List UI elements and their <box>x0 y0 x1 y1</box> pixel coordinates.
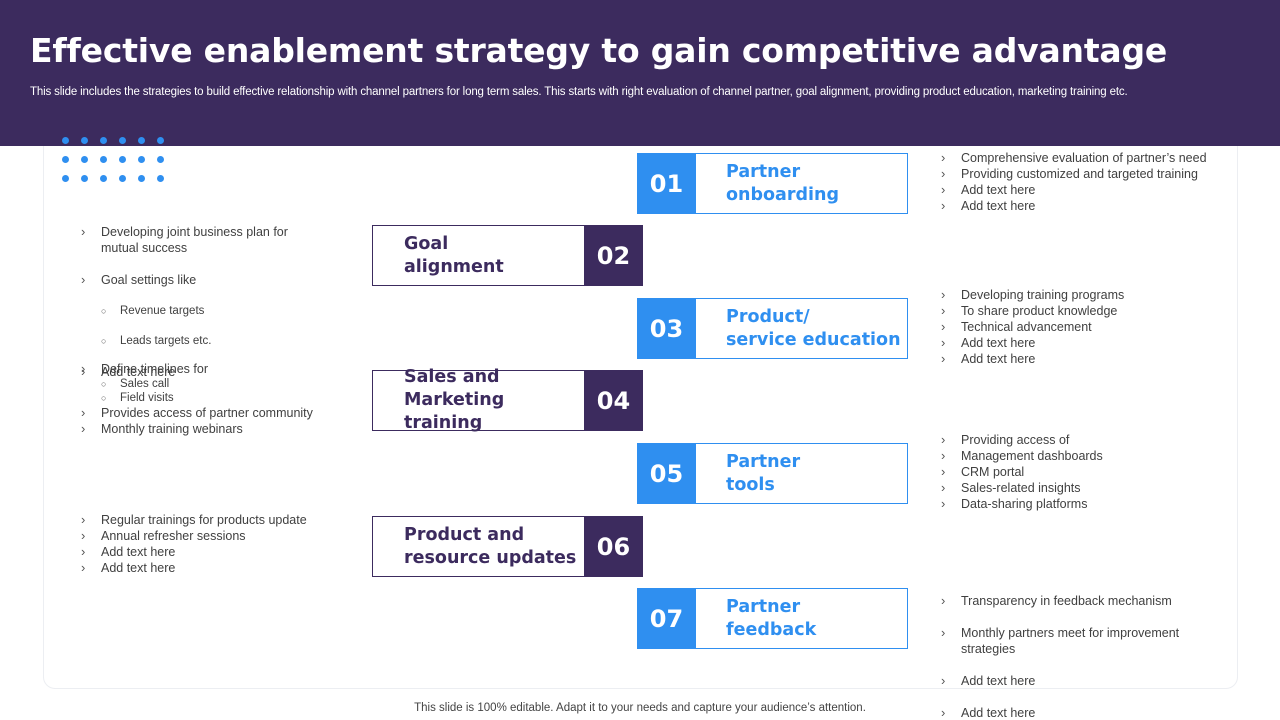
step-06[interactable]: Product and resource updates 06 <box>372 516 643 577</box>
step-number: 06 <box>584 516 643 577</box>
step-label: Partner tools <box>726 451 801 495</box>
sub-bullet-item: Leads targets etc. <box>81 334 351 348</box>
step-label: Product/ service education <box>726 306 901 350</box>
bullet-item: Add text here <box>941 351 1231 367</box>
decorative-dot <box>157 175 164 182</box>
decorative-dot <box>119 156 126 163</box>
header-banner <box>0 0 1280 146</box>
step-07[interactable]: 07 Partner feedback <box>637 588 908 649</box>
decorative-dot <box>81 156 88 163</box>
bullet-item: Data-sharing platforms <box>941 496 1231 512</box>
sub-bullet-item: Sales call <box>81 377 351 391</box>
bullet-item: Developing joint business plan for mutua… <box>81 224 351 256</box>
step-label-box: Goal alignment <box>372 225 584 286</box>
decorative-dot <box>138 137 145 144</box>
step-number: 04 <box>584 370 643 431</box>
bullet-item: Annual refresher sessions <box>81 528 351 544</box>
bullet-item: Add text here <box>941 198 1231 214</box>
decorative-dot <box>157 156 164 163</box>
step-label: Partner feedback <box>726 596 817 640</box>
decorative-dot <box>138 156 145 163</box>
bullet-item: Comprehensive evaluation of partner’s ne… <box>941 150 1231 166</box>
step-label: Goal alignment <box>404 233 504 277</box>
bullet-item: CRM portal <box>941 464 1231 480</box>
sub-bullet-item: Field visits <box>81 391 351 405</box>
step-label: Sales and Marketing training <box>404 367 505 433</box>
decorative-dot <box>81 137 88 144</box>
step-05[interactable]: 05 Partner tools <box>637 443 908 504</box>
bullet-item: Add text here <box>941 673 1231 689</box>
page-title: Effective enablement strategy to gain co… <box>30 31 1168 70</box>
bullet-item: Providing customized and targeted traini… <box>941 166 1231 182</box>
bullet-item: Add text here <box>941 705 1231 720</box>
bullet-item: Monthly partners meet for improvement st… <box>941 625 1231 657</box>
decorative-dot-grid <box>62 137 172 187</box>
decorative-dot <box>138 175 145 182</box>
step-label: Partner onboarding <box>726 161 839 205</box>
decorative-dot <box>62 137 69 144</box>
bullet-item: To share product knowledge <box>941 303 1231 319</box>
decorative-dot <box>119 137 126 144</box>
bullet-item: Technical advancement <box>941 319 1231 335</box>
step-label-box: Partner onboarding <box>696 153 908 214</box>
step-04-notes: Define timelines for Sales call Field vi… <box>81 361 351 437</box>
step-number: 07 <box>637 588 696 649</box>
page-subtitle: This slide includes the strategies to bu… <box>30 86 1128 98</box>
decorative-dot <box>100 137 107 144</box>
step-02[interactable]: Goal alignment 02 <box>372 225 643 286</box>
decorative-dot <box>119 175 126 182</box>
step-label-box: Product and resource updates <box>372 516 584 577</box>
step-label-box: Product/ service education <box>696 298 908 359</box>
step-04[interactable]: Sales and Marketing training 04 <box>372 367 643 433</box>
step-number: 01 <box>637 153 696 214</box>
footer-note: This slide is 100% editable. Adapt it to… <box>414 702 866 714</box>
step-number: 05 <box>637 443 696 504</box>
bullet-item: Providing access of <box>941 432 1231 448</box>
sub-bullet-item: Revenue targets <box>81 304 351 318</box>
step-06-notes: Regular trainings for products update An… <box>81 512 351 576</box>
step-03[interactable]: 03 Product/ service education <box>637 298 908 359</box>
bullet-item: Sales-related insights <box>941 480 1231 496</box>
step-03-notes: Developing training programs To share pr… <box>941 287 1231 367</box>
decorative-dot <box>100 175 107 182</box>
step-01[interactable]: 01 Partner onboarding <box>637 153 908 214</box>
bullet-item: Provides access of partner community <box>81 405 351 421</box>
step-label: Product and resource updates <box>404 524 577 568</box>
decorative-dot <box>62 156 69 163</box>
decorative-dot <box>81 175 88 182</box>
bullet-item: Developing training programs <box>941 287 1231 303</box>
bullet-item: Goal settings like <box>81 272 351 288</box>
bullet-item: Add text here <box>81 560 351 576</box>
bullet-item: Management dashboards <box>941 448 1231 464</box>
decorative-dot <box>157 137 164 144</box>
decorative-dot <box>100 156 107 163</box>
bullet-item: Regular trainings for products update <box>81 512 351 528</box>
step-label-box: Partner feedback <box>696 588 908 649</box>
bullet-item: Monthly training webinars <box>81 421 351 437</box>
step-01-notes: Comprehensive evaluation of partner’s ne… <box>941 150 1231 214</box>
decorative-dot <box>62 175 69 182</box>
bullet-item: Transparency in feedback mechanism <box>941 593 1231 609</box>
step-05-notes: Providing access of Management dashboard… <box>941 432 1231 512</box>
step-number: 03 <box>637 298 696 359</box>
bullet-item: Add text here <box>81 544 351 560</box>
step-label-box: Partner tools <box>696 443 908 504</box>
bullet-item: Add text here <box>941 182 1231 198</box>
step-number: 02 <box>584 225 643 286</box>
bullet-item: Add text here <box>941 335 1231 351</box>
step-07-notes: Transparency in feedback mechanism Month… <box>941 577 1231 720</box>
step-label-box: Sales and Marketing training <box>372 367 584 433</box>
bullet-item: Define timelines for <box>81 361 351 377</box>
